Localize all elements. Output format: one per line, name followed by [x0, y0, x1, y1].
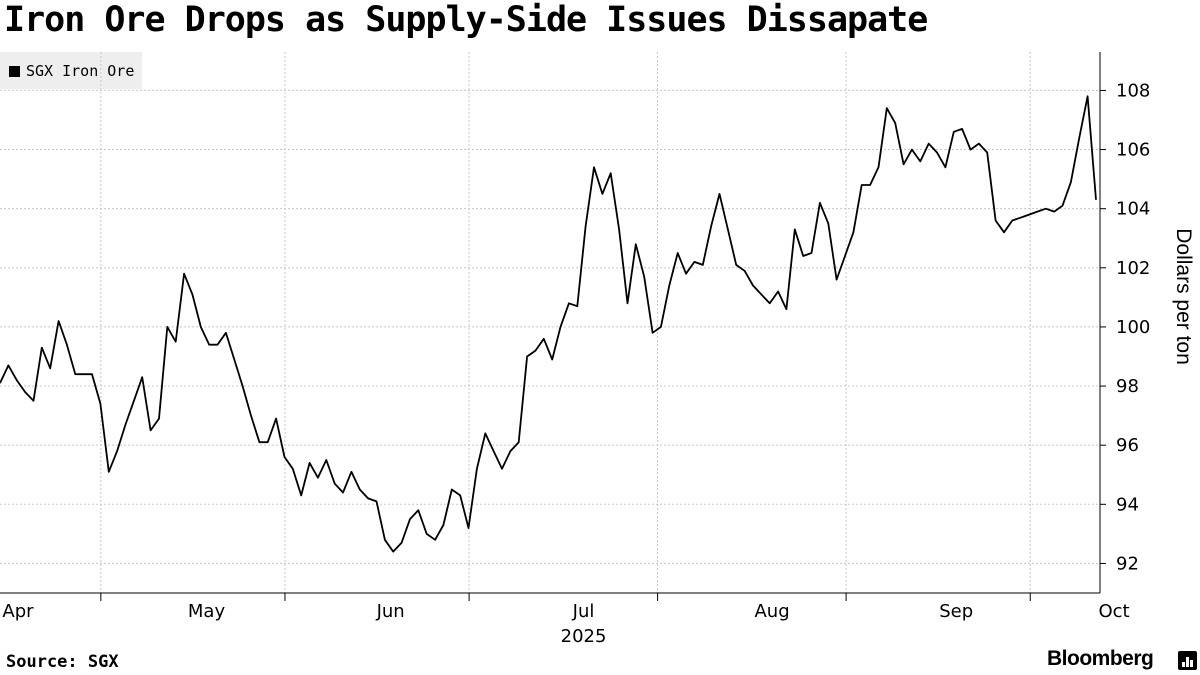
source-note: Source: SGX [6, 652, 119, 672]
y-tick-label: 96 [1116, 435, 1139, 456]
y-tick-label: 94 [1116, 494, 1139, 515]
chart-title: Iron Ore Drops as Supply-Side Issues Dis… [4, 0, 928, 40]
x-tick-label: Jun [376, 601, 405, 622]
y-tick-label: 102 [1116, 258, 1150, 279]
brand-logo-text: Bloomberg [1047, 647, 1154, 670]
x-tick-label: Aug [754, 601, 789, 622]
legend: SGX Iron Ore [0, 52, 142, 89]
y-axis-title: Dollars per ton [1172, 228, 1195, 365]
x-year-label: 2025 [561, 626, 607, 647]
y-tick-label: 98 [1116, 376, 1139, 397]
x-tick-label: Apr [2, 601, 34, 622]
y-tick-label: 92 [1116, 553, 1139, 574]
y-tick-label: 104 [1116, 199, 1150, 220]
x-tick-label: May [188, 601, 226, 622]
legend-label: SGX Iron Ore [26, 62, 135, 80]
y-tick-label: 108 [1116, 80, 1150, 101]
series-line [0, 95, 1097, 553]
bloomberg-icon [1178, 651, 1197, 670]
x-tick-label: Sep [939, 601, 973, 622]
legend-swatch [9, 66, 20, 77]
x-tick-label: Jul [572, 601, 595, 622]
y-tick-label: 106 [1116, 140, 1150, 161]
x-tick-label: Oct [1098, 601, 1129, 622]
y-tick-label: 100 [1116, 317, 1150, 338]
